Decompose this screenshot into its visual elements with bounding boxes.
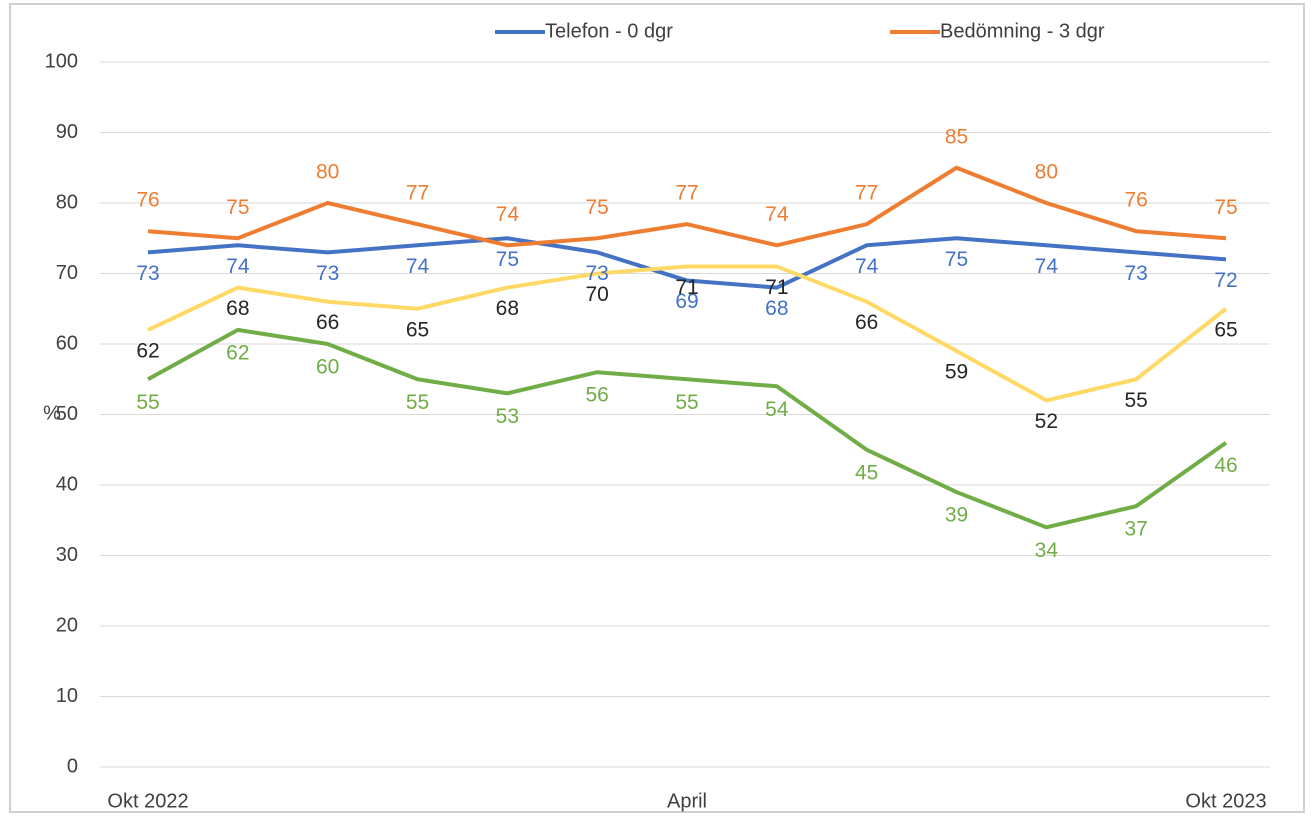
data-label: 85 <box>945 125 968 148</box>
data-label: 74 <box>496 203 520 226</box>
legend-label: Bedömning - 3 dgr <box>940 20 1105 42</box>
data-label: 69 <box>675 290 698 313</box>
series-line <box>147 236 1227 290</box>
y-tick-label: 100 <box>45 50 78 72</box>
data-label: 80 <box>316 161 339 184</box>
data-label: 65 <box>1214 318 1237 341</box>
data-label: 73 <box>136 262 159 285</box>
chart-frame <box>9 3 1305 813</box>
data-label: 55 <box>406 391 429 414</box>
y-tick-label: 80 <box>56 191 78 213</box>
data-label: 53 <box>496 405 519 428</box>
data-label: 68 <box>496 297 519 320</box>
y-tick-label: 10 <box>56 685 78 707</box>
data-label: 71 <box>765 276 788 299</box>
y-tick-label: 50 <box>56 403 78 425</box>
data-label: 66 <box>316 311 339 334</box>
series-line <box>147 165 1227 248</box>
data-label: 52 <box>1035 410 1058 433</box>
y-tick-label: 90 <box>56 121 78 143</box>
data-label: 56 <box>585 384 608 407</box>
data-label: 60 <box>316 356 339 379</box>
data-label: 74 <box>1035 255 1059 278</box>
data-label: 72 <box>1214 269 1237 292</box>
data-label: 80 <box>1035 161 1058 184</box>
series-line <box>147 264 1228 403</box>
data-label: 65 <box>406 318 429 341</box>
y-tick-label: 0 <box>67 755 78 777</box>
x-tick-label: Okt 2022 <box>107 790 188 812</box>
y-tick-label: 20 <box>56 614 78 636</box>
data-label: 45 <box>855 461 878 484</box>
data-label: 68 <box>765 297 788 320</box>
data-label: 73 <box>585 262 608 285</box>
series-line <box>147 327 1228 530</box>
data-label: 62 <box>226 341 249 364</box>
data-label: 54 <box>765 398 789 421</box>
data-label: 75 <box>585 196 608 219</box>
data-label: 59 <box>945 361 968 384</box>
data-label: 77 <box>855 182 878 205</box>
y-axis-label: % <box>43 402 61 424</box>
data-label: 75 <box>945 248 968 271</box>
data-label: 76 <box>136 189 159 212</box>
data-label: 73 <box>316 262 339 285</box>
data-label: 74 <box>765 203 789 226</box>
data-label: 46 <box>1214 454 1237 477</box>
data-label: 37 <box>1124 518 1147 541</box>
data-label: 71 <box>675 276 698 299</box>
y-tick-label: 60 <box>56 332 78 354</box>
data-label: 75 <box>1214 196 1237 219</box>
data-label: 73 <box>1124 262 1147 285</box>
data-label: 70 <box>585 283 608 306</box>
data-label: 55 <box>136 391 159 414</box>
data-label: 34 <box>1035 539 1059 562</box>
data-label: 66 <box>855 311 878 334</box>
data-label: 62 <box>136 339 159 362</box>
data-label: 55 <box>1124 389 1147 412</box>
data-label: 77 <box>675 182 698 205</box>
y-tick-label: 30 <box>56 544 78 566</box>
legend-label: Telefon - 0 dgr <box>545 20 673 42</box>
data-label: 68 <box>226 297 249 320</box>
data-label: 76 <box>1124 189 1147 212</box>
data-label: 75 <box>496 248 519 271</box>
data-label: 74 <box>226 255 250 278</box>
data-label: 74 <box>855 255 879 278</box>
data-label: 77 <box>406 182 429 205</box>
data-label: 55 <box>675 391 698 414</box>
x-tick-label: April <box>667 790 707 812</box>
y-tick-label: 40 <box>56 473 78 495</box>
x-tick-label: Okt 2023 <box>1185 790 1266 812</box>
y-tick-label: 70 <box>56 262 78 284</box>
data-label: 39 <box>945 504 968 527</box>
data-label: 75 <box>226 196 249 219</box>
data-label: 74 <box>406 255 430 278</box>
